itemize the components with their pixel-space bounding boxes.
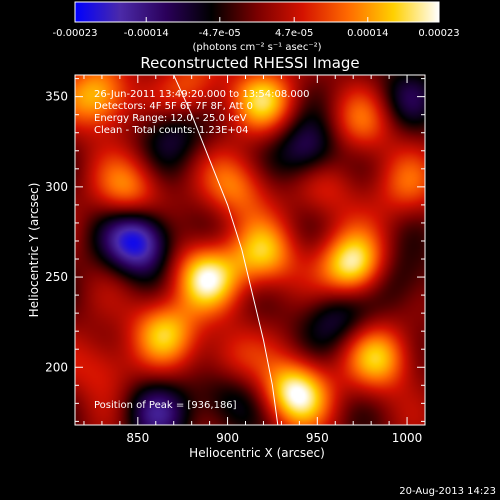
peak-position-label: Position of Peak = [936,186]	[94, 400, 237, 411]
annotation-block: 26-Jun-2011 13:49:20.000 to 13:54:08.000…	[94, 89, 310, 411]
y-axis-label: Heliocentric Y (arcsec)	[27, 183, 41, 318]
y-tick-label: 300	[45, 180, 68, 194]
y-tick-label: 350	[45, 90, 68, 104]
x-tick-label: 950	[306, 431, 329, 445]
x-tick-label: 1000	[392, 431, 423, 445]
colorbar-tick-label: 0.00014	[347, 28, 388, 39]
axis-ticks: 850 900 950 1000 200 250 300 350	[45, 75, 426, 445]
x-tick-label: 850	[126, 431, 149, 445]
annotation-time-range: 26-Jun-2011 13:49:20.000 to 13:54:08.000	[94, 89, 310, 100]
timestamp: 20-Aug-2013 14:23	[399, 486, 496, 497]
colorbar-tick-label: -4.7e-05	[199, 28, 241, 39]
y-tick-label: 200	[45, 360, 68, 374]
colorbar-ticks: -0.00023 -0.00014 -4.7e-05 4.7e-05 0.00014 0.…	[53, 17, 460, 39]
x-axis-label: Heliocentric X (arcsec)	[189, 446, 325, 460]
chart-title: Reconstructed RHESSI Image	[140, 54, 359, 72]
colorbar-tick-label: -0.00014	[124, 28, 169, 39]
colorbar: -0.00023 -0.00014 -4.7e-05 4.7e-05 0.00014 0.…	[53, 1, 460, 53]
annotation-detectors: Detectors: 4F 5F 6F 7F 8F, Att 0	[94, 101, 253, 112]
x-tick-label: 900	[216, 431, 239, 445]
colorbar-tick-label: -0.00023	[53, 28, 98, 39]
solar-limb-curve	[173, 75, 279, 425]
colorbar-tick-label: 4.7e-05	[275, 28, 313, 39]
colorbar-strip	[74, 1, 440, 23]
annotation-total-counts: Clean - Total counts: 1.23E+04	[94, 125, 249, 136]
y-tick-label: 250	[45, 270, 68, 284]
colorbar-tick-label: 0.00023	[418, 28, 459, 39]
heatmap-image	[75, 75, 425, 425]
plot-area: 850 900 950 1000 200 250 300 350	[45, 74, 426, 445]
plot-frame	[74, 74, 426, 426]
colorbar-unit-label: (photons cm⁻² s⁻¹ asec⁻²)	[192, 42, 321, 53]
annotation-energy-range: Energy Range: 12.0 - 25.0 keV	[94, 113, 247, 124]
